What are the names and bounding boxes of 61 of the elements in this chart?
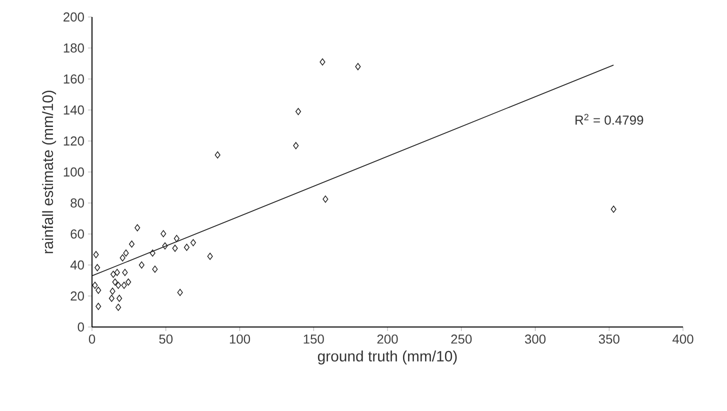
x-tick-label: 250 xyxy=(451,334,472,344)
point xyxy=(160,230,166,238)
point xyxy=(116,282,122,289)
y-axis-title: rainfall estimate (mm/10) xyxy=(42,90,56,254)
point xyxy=(123,249,129,257)
point xyxy=(174,234,180,242)
point xyxy=(184,244,190,251)
x-tick-label: 50 xyxy=(159,334,173,344)
point xyxy=(94,264,100,272)
point xyxy=(108,294,114,302)
y-tick-label: 120 xyxy=(64,136,84,146)
point xyxy=(355,63,361,70)
point xyxy=(128,240,135,248)
point xyxy=(126,278,132,286)
point xyxy=(93,251,99,258)
y-tick-label: 80 xyxy=(70,198,84,208)
y-tick-label: 20 xyxy=(70,291,84,301)
point xyxy=(110,288,116,295)
point xyxy=(150,249,156,257)
point xyxy=(322,196,328,203)
point xyxy=(172,244,178,252)
y-tick-label: 60 xyxy=(70,229,84,239)
x-tick-label: 400 xyxy=(672,334,694,344)
y-tick-label: 140 xyxy=(64,105,84,115)
point xyxy=(110,270,116,278)
point xyxy=(610,206,616,213)
point xyxy=(293,142,299,150)
point xyxy=(134,224,140,232)
point xyxy=(207,252,213,260)
point xyxy=(112,278,118,286)
point xyxy=(295,108,302,116)
x-tick-label: 100 xyxy=(230,334,250,344)
point xyxy=(122,268,128,276)
annotation: R$^{2}$ = 0.4799 xyxy=(576,114,644,125)
x-tick-label: 0 xyxy=(88,334,96,344)
x-tick-label: 350 xyxy=(598,334,620,344)
x-tick-label: 300 xyxy=(524,334,546,344)
x-axis-title: ground truth (mm/10) xyxy=(318,350,457,364)
point xyxy=(116,304,122,311)
point xyxy=(96,302,102,310)
point xyxy=(320,58,326,66)
point xyxy=(114,268,120,276)
point xyxy=(120,254,126,262)
x-tick-label: 150 xyxy=(304,334,324,344)
x-tick-label: 200 xyxy=(377,334,398,344)
y-tick-label: 200 xyxy=(64,12,84,22)
point xyxy=(190,239,196,246)
y-tick-label: 0 xyxy=(78,322,84,332)
y-tick-label: 180 xyxy=(64,43,84,53)
point xyxy=(152,266,158,273)
point xyxy=(92,282,98,289)
point xyxy=(121,282,127,289)
point xyxy=(138,261,144,269)
y-tick-label: 160 xyxy=(64,74,84,84)
point xyxy=(177,288,183,296)
point xyxy=(116,294,122,302)
y-tick-label: 100 xyxy=(64,167,84,177)
y-tick-label: 40 xyxy=(70,260,84,270)
point xyxy=(96,286,102,294)
point xyxy=(214,151,220,159)
point xyxy=(162,242,168,250)
